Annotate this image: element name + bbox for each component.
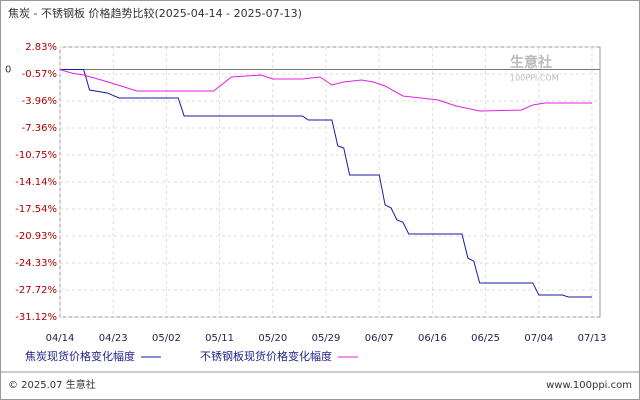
series-line — [59, 69, 592, 112]
x-tick-label: 07/13 — [578, 333, 607, 344]
y-tick-label: -14.14% — [15, 177, 57, 188]
watermark: 100PPI.COM — [510, 74, 559, 83]
x-tick-label: 05/02 — [152, 333, 181, 344]
y-tick-label: -17.54% — [15, 204, 57, 215]
y-tick-label: -0.57% — [22, 69, 57, 80]
x-tick-label: 06/07 — [365, 333, 394, 344]
footer-left: © 2025.07 生意社 — [8, 378, 96, 391]
legend-label: 不锈钢板现货价格变化幅度 — [200, 349, 332, 363]
y-tick-label: -20.93% — [15, 231, 57, 242]
footer-right: www.100ppi.com — [546, 380, 632, 391]
chart-title: 焦炭 - 不锈钢板 价格趋势比较(2025-04-14 - 2025-07-13… — [8, 6, 302, 20]
y-tick-label: -24.33% — [15, 258, 57, 269]
series-line — [60, 69, 592, 298]
watermark: 生意社 — [510, 54, 552, 71]
y-tick-label: -31.12% — [15, 312, 57, 323]
y-tick-label: -10.75% — [15, 150, 57, 161]
x-tick-label: 05/20 — [258, 333, 287, 344]
x-tick-label: 04/14 — [46, 333, 75, 344]
x-tick-label: 05/29 — [312, 333, 341, 344]
y-tick-label: -27.72% — [15, 285, 57, 296]
y-tick-label: 2.83% — [25, 42, 57, 53]
y-tick-label: -3.96% — [22, 96, 57, 107]
x-tick-label: 04/23 — [99, 333, 128, 344]
x-tick-label: 06/16 — [418, 333, 447, 344]
y-tick-label: -7.36% — [22, 123, 57, 134]
annotation: 0 — [5, 65, 11, 76]
x-tick-label: 05/11 — [205, 333, 234, 344]
legend-label: 焦炭现货价格变化幅度 — [25, 349, 135, 363]
x-tick-label: 07/04 — [524, 333, 553, 344]
x-tick-label: 06/25 — [471, 333, 500, 344]
